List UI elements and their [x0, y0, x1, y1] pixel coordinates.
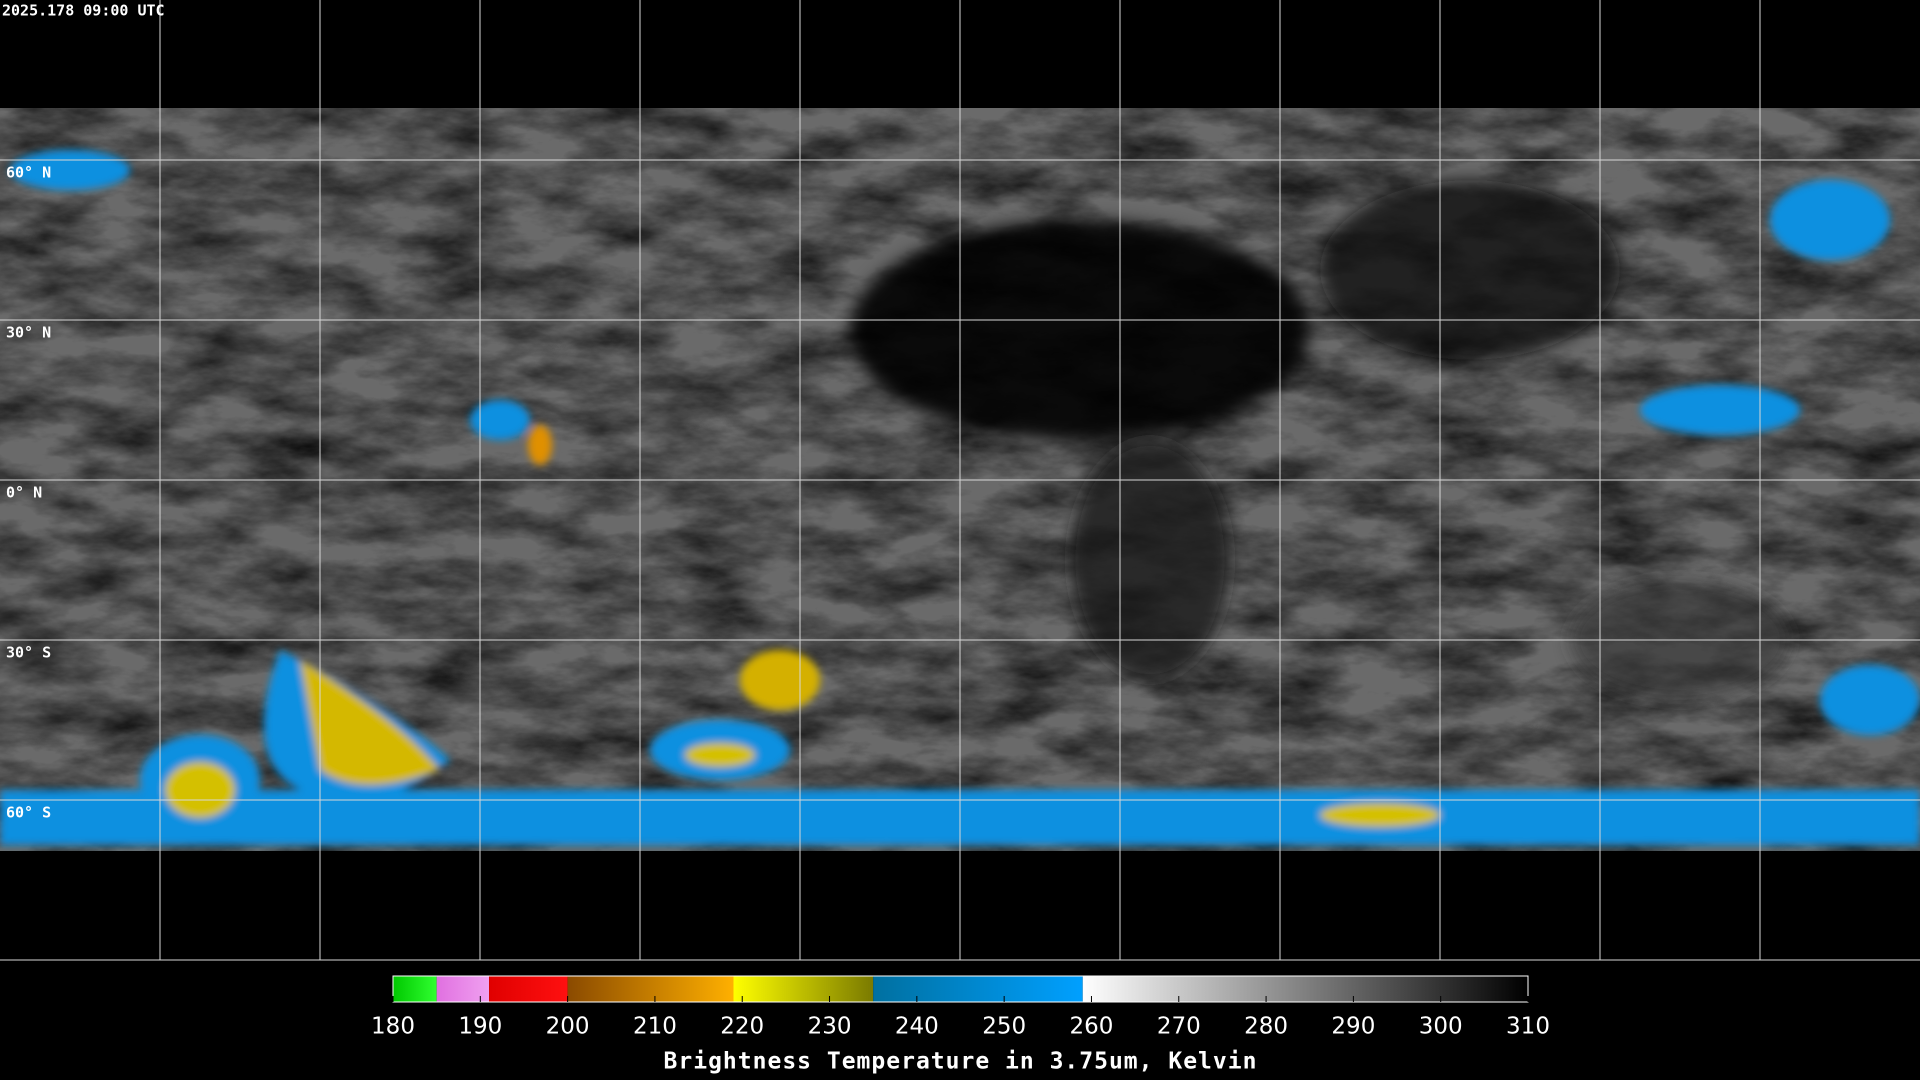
colorbar-tick-label: 300: [1419, 1014, 1463, 1040]
colorbar-segment: [436, 976, 490, 1002]
colorbar-segment: [733, 976, 874, 1002]
graticule: [0, 0, 1920, 961]
latitude-label: 60° S: [6, 804, 51, 822]
colorbar-tick-label: 180: [371, 1014, 415, 1040]
colorbar-tick-label: 200: [546, 1014, 590, 1040]
colorbar-segment: [489, 976, 568, 1002]
colorbar-tick-label: 240: [895, 1014, 939, 1040]
colorbar-segment: [567, 976, 734, 1002]
colorbar-frame: [392, 975, 1529, 1003]
timestamp: 2025.178 09:00 UTC: [2, 2, 165, 20]
colorbar: 180 190 200 210 220 230 240 250 260 270 280 290 300 3…: [371, 975, 1550, 1075]
latitude-label: 30° S: [6, 644, 51, 662]
colorbar-tick-label: 190: [458, 1014, 502, 1040]
colorbar-tick-label: 280: [1244, 1014, 1288, 1040]
colorbar-title: Brightness Temperature in 3.75um, Kelvin: [664, 1049, 1258, 1075]
colorbar-tick-label: 210: [633, 1014, 677, 1040]
colorbar-tick-label: 220: [720, 1014, 764, 1040]
latitude-labels: 60° N 30° N 0° N 30° S 60° S: [6, 164, 51, 822]
latitude-label: 0° N: [6, 484, 42, 502]
latitude-label: 30° N: [6, 324, 51, 342]
latitude-label: 60° N: [6, 164, 51, 182]
dark-land: [850, 180, 1790, 700]
colorbar-tick-label: 250: [982, 1014, 1026, 1040]
colorbar-tick-label: 260: [1070, 1014, 1114, 1040]
colorbar-tick-label: 310: [1506, 1014, 1550, 1040]
colorbar-segment: [873, 976, 1083, 1002]
colorbar-tick-label: 270: [1157, 1014, 1201, 1040]
colorbar-segment: [1082, 976, 1528, 1002]
colorbar-tick-label: 290: [1331, 1014, 1375, 1040]
colorbar-segment: [393, 976, 437, 1002]
colorbar-tick-label: 230: [808, 1014, 852, 1040]
